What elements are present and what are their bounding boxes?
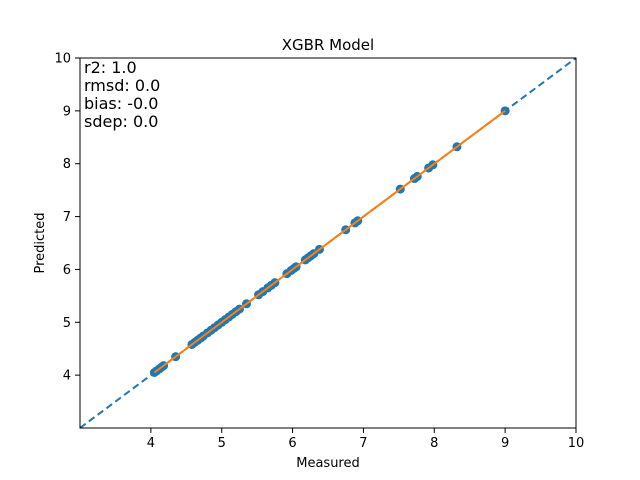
y-tick-label: 7: [63, 210, 71, 225]
y-tick-label: 6: [63, 263, 71, 278]
plot-area: [79, 57, 577, 429]
y-tick-label: 4: [63, 369, 71, 384]
axes-frame: [79, 57, 577, 429]
x-tick-label: 10: [568, 436, 585, 451]
y-tick-label: 8: [63, 157, 71, 172]
stat-line: r2: 1.0: [84, 58, 137, 77]
x-tick-label: 8: [430, 436, 438, 451]
fit-line-layer: [153, 110, 506, 374]
y-axis-label: Predicted: [33, 212, 48, 273]
x-tick-label: 7: [359, 436, 367, 451]
stat-line: sdep: 0.0: [84, 112, 158, 131]
stat-line: rmsd: 0.0: [84, 76, 160, 95]
x-axis-label: Measured: [296, 456, 360, 471]
y-tick-label: 5: [63, 316, 71, 331]
y-tick-label: 9: [63, 104, 71, 119]
x-axis-ticks: 4 5 6 7 8 9 10: [147, 428, 585, 451]
chart-title: XGBR Model: [282, 36, 374, 54]
x-tick-label: 9: [501, 436, 509, 451]
fit-line: [153, 110, 506, 374]
x-tick-label: 6: [288, 436, 296, 451]
y-axis-ticks: 4 5 6 7 8 9 10: [54, 52, 80, 384]
y-tick-label: 10: [54, 52, 71, 67]
x-tick-label: 4: [147, 436, 155, 451]
stat-line: bias: -0.0: [84, 94, 158, 113]
x-tick-label: 5: [218, 436, 226, 451]
